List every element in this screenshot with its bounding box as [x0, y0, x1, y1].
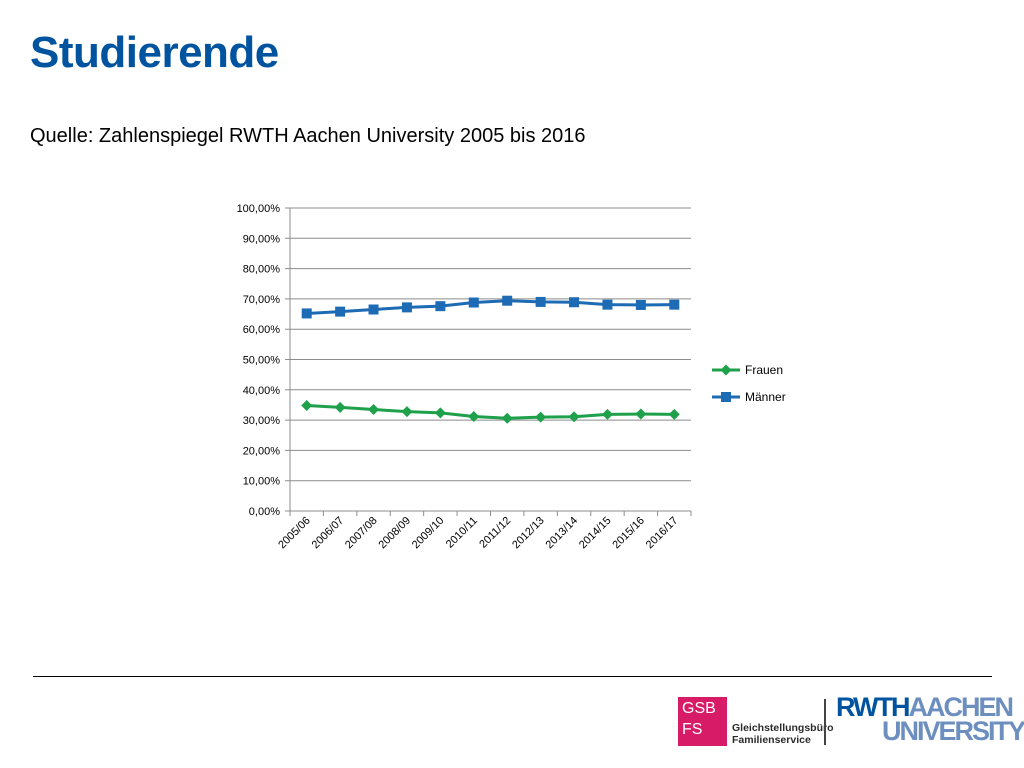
- series-point-2: [401, 302, 412, 313]
- legend-label-1: Frauen: [745, 363, 783, 377]
- series-line-2: [306, 299, 675, 315]
- x-tick-label: 2009/10: [410, 515, 447, 552]
- y-tick-label: 80,00%: [243, 264, 281, 276]
- series-point-2: [335, 306, 346, 317]
- gsb-logo: GSB FS: [678, 697, 727, 746]
- series-point-2: [301, 308, 312, 319]
- gsb-logo-text-line2: Familienservice: [732, 734, 811, 746]
- legend-marker-1: [720, 364, 732, 376]
- series-point-2: [502, 295, 513, 306]
- series-point-2: [535, 296, 546, 307]
- series-point-2: [635, 299, 646, 310]
- y-tick-label: 30,00%: [243, 415, 281, 427]
- y-tick-label: 0,00%: [249, 506, 280, 518]
- series-point-1: [401, 406, 413, 418]
- y-tick-label: 40,00%: [243, 385, 281, 397]
- series-point-1: [501, 412, 513, 424]
- page-title: Studierende: [30, 28, 279, 77]
- x-tick-label: 2015/16: [610, 515, 647, 552]
- gsb-logo-text-line1: Gleichstellungsbüro: [732, 722, 834, 734]
- series-point-2: [602, 299, 613, 310]
- gsb-logo-line1: GSB: [682, 700, 716, 717]
- x-tick-label: 2014/15: [577, 515, 614, 552]
- series-point-1: [301, 400, 313, 412]
- series-point-1: [468, 410, 480, 422]
- x-tick-label: 2006/07: [310, 515, 347, 552]
- series-point-1: [434, 407, 446, 419]
- legend-label-2: Männer: [745, 390, 786, 404]
- y-tick-label: 10,00%: [243, 476, 281, 488]
- y-tick-label: 20,00%: [243, 445, 281, 457]
- rwth-logo-aachen: AACHEN: [908, 692, 1015, 722]
- y-tick-label: 50,00%: [243, 355, 281, 367]
- rwth-logo-rwth: RWTH: [836, 692, 910, 722]
- series-point-1: [601, 408, 613, 420]
- series-point-2: [435, 301, 446, 312]
- series-point-1: [635, 408, 647, 420]
- gsb-logo-text: Gleichstellungsbüro Familienservice: [732, 722, 834, 746]
- x-tick-label: 2012/13: [510, 515, 547, 552]
- series-point-1: [568, 411, 580, 423]
- legend-marker-2: [721, 392, 731, 402]
- series-point-2: [468, 297, 479, 308]
- x-tick-label: 2016/17: [644, 515, 681, 552]
- series-point-1: [368, 403, 380, 415]
- series-line-1: [306, 404, 675, 420]
- x-tick-label: 2011/12: [477, 515, 513, 551]
- series-point-2: [368, 304, 379, 315]
- logo-separator: [824, 699, 826, 745]
- rwth-logo-university: UNIVERSITY: [882, 716, 1024, 746]
- x-tick-label: 2013/14: [544, 515, 581, 552]
- y-tick-label: 60,00%: [243, 324, 281, 336]
- y-tick-label: 100,00%: [237, 203, 281, 215]
- y-tick-label: 90,00%: [243, 233, 281, 245]
- gsb-logo-line2: FS: [682, 721, 703, 738]
- footer-divider: [33, 676, 992, 677]
- page-subtitle: Quelle: Zahlenspiegel RWTH Aachen Univer…: [30, 125, 586, 147]
- x-tick-label: 2010/11: [444, 515, 480, 551]
- series-point-1: [668, 408, 680, 420]
- y-tick-label: 70,00%: [243, 294, 281, 306]
- series-point-1: [535, 411, 547, 423]
- series-point-2: [669, 299, 680, 310]
- series-point-2: [569, 297, 580, 308]
- x-tick-label: 2008/09: [376, 515, 413, 552]
- rwth-logo: RWTHAACHEN UNIVERSITY: [836, 692, 1024, 746]
- x-tick-label: 2005/06: [276, 515, 313, 552]
- x-tick-label: 2007/08: [343, 515, 380, 552]
- line-chart: 0,00% 10,00% 20,00% 30,00% 40,00% 50,00% 60,00…: [237, 203, 786, 552]
- series-point-1: [334, 401, 346, 413]
